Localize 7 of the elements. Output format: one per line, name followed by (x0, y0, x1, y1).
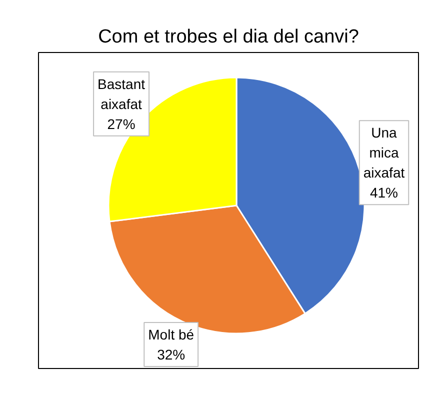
data-label: 27% (107, 116, 136, 132)
slice-label: Bastant aixafat (98, 76, 146, 112)
data-label: 32% (157, 346, 186, 362)
slice-label: Una mica aixafat (363, 124, 405, 181)
chart-title: Com et trobes el dia del canvi? (98, 26, 359, 48)
data-label: 41% (370, 184, 398, 201)
slice-label: Molt bé (148, 326, 194, 342)
